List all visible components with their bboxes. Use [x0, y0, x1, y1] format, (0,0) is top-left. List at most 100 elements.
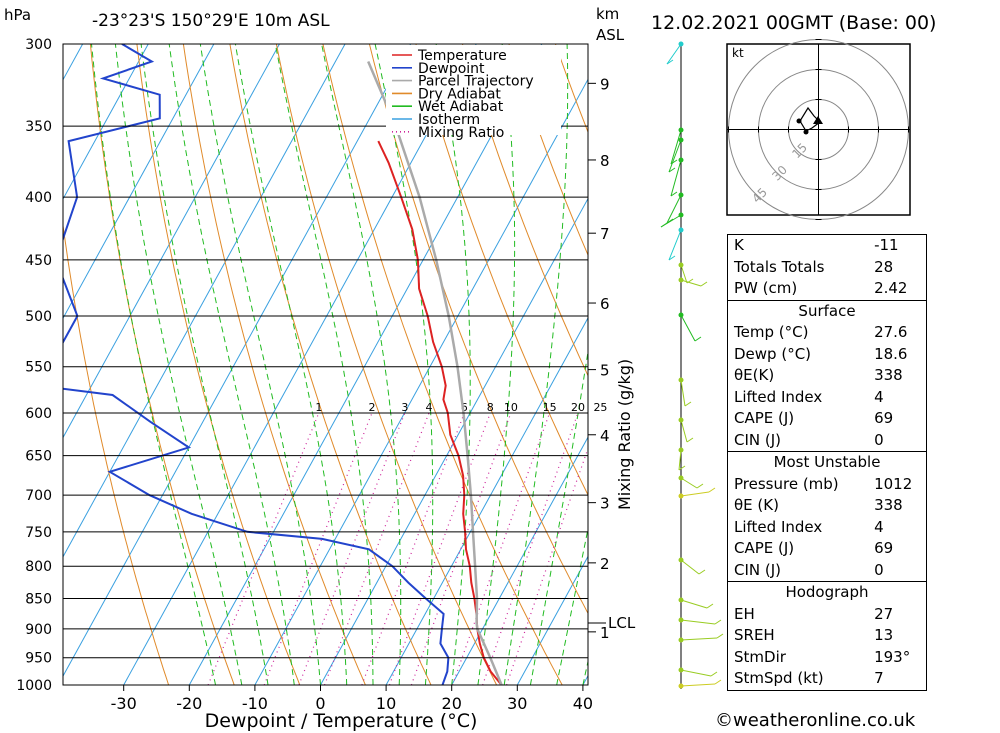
stats-row: CAPE (J) 69 — [727, 538, 928, 560]
stats-value: 27.6 — [860, 322, 928, 344]
isotherm-line — [63, 44, 346, 558]
wind-barb-flag — [698, 569, 706, 575]
stats-table: K -11 Totals Totals 28 PW (cm) 2.42 Surface Tem… — [727, 234, 928, 691]
dry-adiabat-line — [461, 44, 588, 377]
wind-barb — [666, 43, 682, 65]
stats-row: SREH 13 — [727, 625, 928, 647]
stats-label: CAPE (J) — [727, 408, 861, 430]
stats-section-title: Most Unstable — [727, 451, 927, 474]
wind-barb — [680, 637, 718, 641]
legend-entry: Wet Adiabat — [418, 99, 504, 115]
pressure-tick-label: 900 — [25, 622, 52, 638]
stats-label: StmDir — [727, 646, 861, 668]
km-tick-label: 8 — [600, 152, 610, 170]
stats-label: Pressure (mb) — [727, 473, 861, 495]
mixing-ratio-label: 25 — [593, 401, 607, 414]
wind-barb — [670, 129, 682, 165]
isotherm-line — [63, 44, 280, 439]
mixing-ratio-line — [263, 412, 373, 685]
legend-box — [386, 45, 561, 135]
wind-barb-flag — [668, 167, 676, 173]
isotherm-line — [63, 44, 412, 678]
pressure-tick-label: 400 — [25, 190, 52, 206]
stats-value: 4 — [860, 386, 928, 408]
wind-barb — [680, 419, 688, 443]
dry-adiabat-line — [508, 44, 588, 257]
stats-value: 4 — [860, 516, 928, 538]
wet-adiabat-line — [168, 44, 295, 685]
wind-barb — [680, 279, 702, 287]
mixing-ratio-label: 20 — [571, 401, 585, 414]
mixing-ratio-label: 4 — [426, 401, 433, 414]
storm-motion-marker — [813, 116, 823, 124]
pressure-tick-label: 450 — [25, 253, 52, 269]
legend-entry: Isotherm — [418, 112, 480, 128]
pressure-tick-label: 350 — [25, 119, 52, 135]
legend-entry: Parcel Trajectory — [418, 74, 534, 90]
stats-value: 338 — [860, 365, 928, 387]
pressure-unit-label: hPa — [4, 6, 31, 24]
pressure-tick-label: 300 — [25, 37, 52, 53]
stats-label: K — [727, 234, 861, 257]
mixing-ratio-label: 15 — [543, 401, 557, 414]
parcel-trajectory-line — [367, 61, 503, 685]
stats-label: EH — [727, 603, 861, 625]
temperature-tick-label: 30 — [507, 694, 527, 713]
stats-row: Pressure (mb) 1012 — [727, 473, 928, 495]
dry-adiabat-line — [974, 44, 1000, 685]
km-tick-label: 6 — [600, 295, 610, 313]
stats-row: CAPE (J) 69 — [727, 408, 928, 430]
temperature-tick-label: 20 — [442, 694, 462, 713]
stats-value: 2.42 — [860, 278, 928, 301]
stats-label: Temp (°C) — [727, 322, 861, 344]
dry-adiabat-line — [928, 44, 1000, 685]
temperature-tick-label: 0 — [315, 694, 325, 713]
legend-entry: Temperature — [417, 48, 507, 64]
pressure-tick-label: 500 — [25, 309, 52, 325]
stats-value: -11 — [860, 234, 928, 257]
stats-row: Totals Totals 28 — [727, 256, 928, 278]
legend-entry: Mixing Ratio — [418, 125, 504, 141]
location-title: -23°23'S 150°29'E 10m ASL — [92, 11, 330, 31]
wet-adiabat-line — [91, 44, 216, 685]
wet-adiabat-line — [321, 44, 402, 685]
stats-label: CAPE (J) — [727, 538, 861, 560]
wind-barb-flag — [660, 222, 668, 228]
stats-row: EH 27 — [727, 603, 928, 625]
stats-label: StmSpd (kt) — [727, 668, 861, 691]
wet-adiabat-line — [503, 44, 569, 685]
mixing-ratio-labels: 1 2 3 4 6 8 10 15 20 25 — [315, 401, 607, 414]
pressure-tick-label: 750 — [25, 525, 52, 541]
pressure-tick-label: 850 — [25, 591, 52, 607]
stats-value: 27 — [860, 603, 928, 625]
wet-adiabat-line — [274, 44, 374, 685]
isotherm-line — [385, 316, 588, 685]
stats-row: Lifted Index 4 — [727, 516, 928, 538]
stats-header-row: Hodograph — [727, 581, 927, 604]
stats-header-row: Surface — [727, 299, 927, 322]
wind-barb-flag — [678, 465, 686, 471]
mixing-ratio-label: 10 — [504, 401, 518, 414]
wind-profile — [660, 41, 724, 689]
stats-label: Lifted Index — [727, 516, 861, 538]
km-tick-label: 4 — [600, 427, 610, 445]
stats-row: StmDir 193° — [727, 646, 928, 668]
stats-value: 7 — [860, 668, 928, 691]
temperature-tick-label: -20 — [176, 694, 202, 713]
legend-entry: Dewpoint — [418, 61, 485, 77]
stats-value: 0 — [860, 429, 928, 452]
temperature-tick-label: 10 — [376, 694, 396, 713]
stats-section-title: Surface — [727, 299, 927, 322]
axes: 3003504004505005506006507007508008509009… — [16, 37, 635, 713]
profile-lines — [63, 44, 503, 685]
stats-value: 338 — [860, 495, 928, 517]
stats-label: SREH — [727, 625, 861, 647]
stats-value: 193° — [860, 646, 928, 668]
km-tick-label: 1 — [600, 624, 610, 642]
mixing-ratio-line — [361, 412, 465, 685]
hodograph-point — [803, 129, 809, 135]
km-tick-label: 3 — [600, 495, 610, 513]
km-tick-label: 2 — [600, 555, 610, 573]
